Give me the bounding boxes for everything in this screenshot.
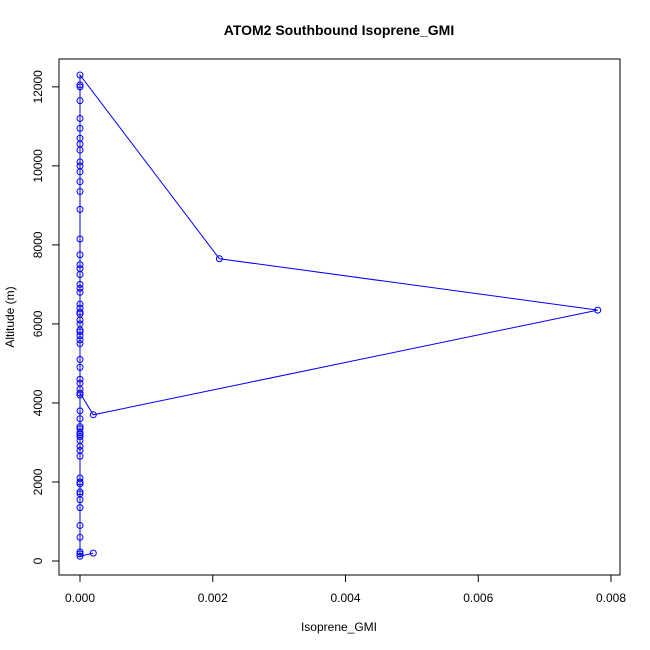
x-axis-label: Isoprene_GMI <box>301 620 377 634</box>
y-tick-label: 6000 <box>31 310 45 337</box>
data-point <box>76 363 84 371</box>
data-point <box>76 328 84 336</box>
data-point <box>76 114 84 122</box>
data-point <box>76 415 84 423</box>
data-point <box>76 550 84 558</box>
y-tick-label: 10000 <box>31 149 45 183</box>
data-point <box>594 306 602 314</box>
data-point <box>76 97 84 105</box>
y-tick-label: 0 <box>31 557 45 564</box>
data-point <box>76 340 84 348</box>
data-point <box>76 548 84 556</box>
x-axis: 0.000 0.002 0.004 0.006 0.008 <box>65 574 626 605</box>
data-point <box>76 533 84 541</box>
data-point <box>76 407 84 415</box>
data-point <box>76 379 84 387</box>
data-point <box>76 235 84 243</box>
x-tick-label: 0.000 <box>65 591 95 605</box>
data-point <box>215 255 223 263</box>
data-point <box>76 336 84 344</box>
data-point <box>76 300 84 308</box>
data-point <box>76 284 84 292</box>
data-point <box>76 355 84 363</box>
data-point <box>76 178 84 186</box>
x-tick-label: 0.004 <box>330 591 360 605</box>
data-point <box>76 490 84 498</box>
data-point <box>89 549 97 557</box>
chart-title: ATOM2 Southbound Isoprene_GMI <box>224 22 454 38</box>
data-point <box>76 205 84 213</box>
series-layer <box>76 71 602 560</box>
data-point <box>76 124 84 132</box>
data-point <box>76 188 84 196</box>
data-point <box>76 474 84 482</box>
plot-frame <box>58 58 621 576</box>
data-point <box>76 316 84 324</box>
data-point <box>76 280 84 288</box>
y-tick-label: 4000 <box>31 389 45 416</box>
data-point <box>76 146 84 154</box>
x-tick-label: 0.002 <box>198 591 228 605</box>
data-point <box>89 411 97 419</box>
data-point <box>76 446 84 454</box>
data-point <box>76 288 84 296</box>
data-point <box>76 433 84 441</box>
data-point <box>76 271 84 279</box>
series-line <box>79 73 598 557</box>
data-point <box>76 308 84 316</box>
data-point <box>76 71 84 79</box>
data-point <box>76 261 84 269</box>
data-point <box>76 389 84 397</box>
data-point <box>76 158 84 166</box>
data-point <box>76 423 84 431</box>
data-point <box>76 332 84 340</box>
y-axis-label: Altitude (m) <box>3 286 17 347</box>
y-axis: 0 2000 4000 6000 8000 10000 12000 <box>31 70 60 564</box>
y-tick-label: 2000 <box>31 468 45 495</box>
data-point <box>76 478 84 486</box>
y-tick-label: 8000 <box>31 231 45 258</box>
data-point <box>76 251 84 259</box>
data-point <box>76 168 84 176</box>
data-point <box>76 488 84 496</box>
data-point <box>76 552 84 560</box>
y-tick-label: 12000 <box>31 70 45 104</box>
data-point <box>76 504 84 512</box>
data-point <box>76 81 84 89</box>
data-point <box>76 375 84 383</box>
data-point <box>76 83 84 91</box>
x-tick-label: 0.006 <box>463 591 493 605</box>
data-point <box>76 521 84 529</box>
x-tick-label: 0.008 <box>596 591 626 605</box>
data-point <box>76 431 84 439</box>
